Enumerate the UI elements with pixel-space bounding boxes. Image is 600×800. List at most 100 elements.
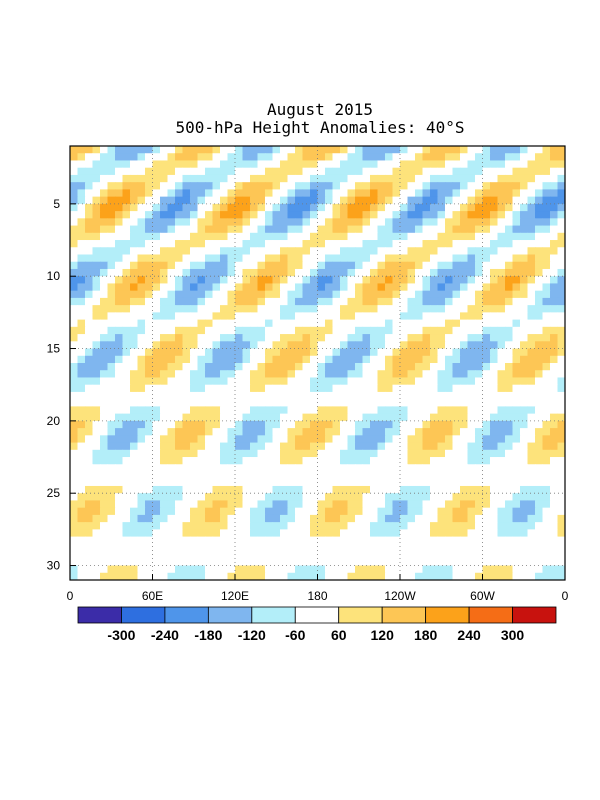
anomaly-cell <box>265 471 274 480</box>
anomaly-cell <box>175 406 184 415</box>
anomaly-cell <box>452 174 461 183</box>
anomaly-cell <box>77 363 86 371</box>
anomaly-cell <box>445 391 454 400</box>
chart-subtitle: 500-hPa Height Anomalies: 40°S <box>175 118 465 137</box>
anomaly-cell <box>265 551 274 559</box>
anomaly-cell <box>182 493 191 502</box>
anomaly-cell <box>310 283 319 292</box>
anomaly-cell <box>220 413 229 422</box>
anomaly-cell <box>392 507 401 516</box>
anomaly-cell <box>107 493 116 502</box>
anomaly-cell <box>370 283 379 292</box>
anomaly-cell <box>280 442 289 451</box>
anomaly-cell <box>242 211 251 219</box>
anomaly-cell <box>85 457 94 465</box>
anomaly-cell <box>535 290 544 299</box>
anomaly-cell <box>107 276 116 285</box>
anomaly-cell <box>100 428 109 436</box>
anomaly-cell <box>377 326 386 335</box>
anomaly-cell <box>160 522 169 530</box>
anomaly-cell <box>265 247 274 256</box>
anomaly-cell <box>235 551 244 559</box>
anomaly-cell <box>250 254 259 263</box>
anomaly-cell <box>310 146 319 154</box>
anomaly-cell <box>430 370 439 379</box>
anomaly-cell <box>497 182 506 190</box>
anomaly-cell <box>310 240 319 248</box>
anomaly-cell <box>317 565 326 574</box>
anomaly-cell <box>197 551 206 559</box>
anomaly-cell <box>325 428 334 436</box>
anomaly-cell <box>242 370 251 379</box>
anomaly-cell <box>235 529 244 538</box>
anomaly-cell <box>197 377 206 386</box>
anomaly-cell <box>107 189 116 198</box>
anomaly-cell <box>445 211 454 219</box>
anomaly-cell <box>445 442 454 451</box>
anomaly-cell <box>370 529 379 538</box>
anomaly-cell <box>272 377 281 386</box>
anomaly-cell <box>265 189 274 198</box>
anomaly-cell <box>520 384 529 393</box>
anomaly-cell <box>475 428 484 436</box>
anomaly-cell <box>467 514 476 523</box>
anomaly-cell <box>355 160 364 169</box>
anomaly-cell <box>310 276 319 285</box>
anomaly-cell <box>130 435 139 444</box>
anomaly-cell <box>77 153 86 162</box>
anomaly-cell <box>542 442 551 451</box>
anomaly-cell <box>175 153 184 162</box>
anomaly-cell <box>445 413 454 422</box>
anomaly-cell <box>167 167 176 176</box>
anomaly-cell <box>385 565 394 574</box>
anomaly-cell <box>115 290 124 299</box>
anomaly-cell <box>85 543 94 552</box>
anomaly-cell <box>355 247 364 256</box>
anomaly-cell <box>347 225 356 234</box>
anomaly-cell <box>527 290 536 299</box>
anomaly-cell <box>77 543 86 552</box>
anomaly-cell <box>490 442 499 451</box>
anomaly-cell <box>302 247 311 256</box>
anomaly-cell <box>235 464 244 473</box>
anomaly-cell <box>85 442 94 451</box>
anomaly-cell <box>227 334 236 342</box>
anomaly-cell <box>287 218 296 227</box>
anomaly-cell <box>182 297 191 306</box>
anomaly-cell <box>265 160 274 169</box>
anomaly-cell <box>310 218 319 227</box>
anomaly-cell <box>430 283 439 292</box>
anomaly-cell <box>505 319 514 328</box>
anomaly-cell <box>460 478 469 487</box>
anomaly-cell <box>175 384 184 393</box>
anomaly-cell <box>175 399 184 407</box>
anomaly-cell <box>302 290 311 299</box>
anomaly-cell <box>182 420 191 429</box>
anomaly-cell <box>452 442 461 451</box>
anomaly-cell <box>122 471 131 480</box>
anomaly-cell <box>212 225 221 234</box>
anomaly-cell <box>527 464 536 473</box>
anomaly-cell <box>220 478 229 487</box>
anomaly-cell <box>287 391 296 400</box>
anomaly-cell <box>542 283 551 292</box>
anomaly-cell <box>92 182 101 190</box>
anomaly-cell <box>377 500 386 509</box>
anomaly-cell <box>370 341 379 350</box>
anomaly-cell <box>512 471 521 480</box>
anomaly-cell <box>437 348 446 357</box>
anomaly-cell <box>557 174 565 183</box>
anomaly-cell <box>317 153 326 162</box>
anomaly-cell <box>407 290 416 299</box>
anomaly-cell <box>497 514 506 523</box>
anomaly-cell <box>212 167 221 176</box>
anomaly-cell <box>220 225 229 234</box>
anomaly-cell <box>85 348 94 357</box>
anomaly-cell <box>287 442 296 451</box>
anomaly-cell <box>475 203 484 212</box>
anomaly-cell <box>542 449 551 458</box>
anomaly-cell <box>152 428 161 436</box>
anomaly-cell <box>340 174 349 183</box>
anomaly-cell <box>287 478 296 487</box>
anomaly-cell <box>115 363 124 371</box>
